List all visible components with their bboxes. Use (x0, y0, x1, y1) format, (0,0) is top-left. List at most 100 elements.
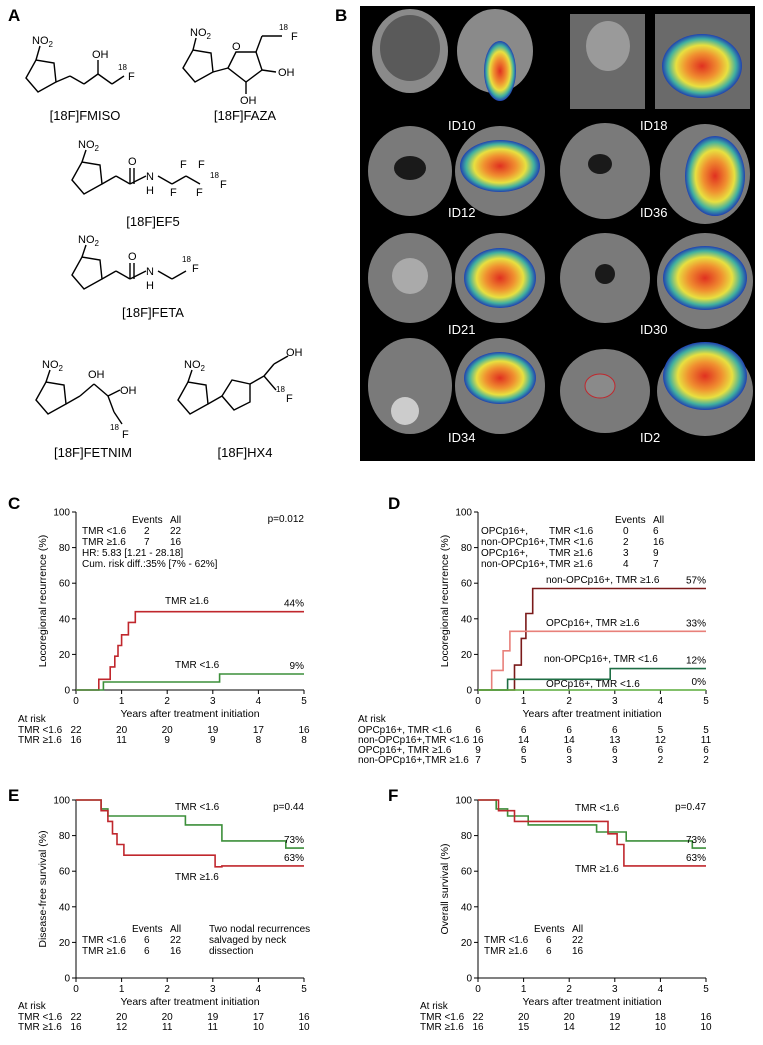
at-risk-value-f: 20 (518, 1012, 530, 1023)
panel-e-letter: E (8, 786, 20, 805)
at-risk-value-f: 10 (700, 1022, 712, 1033)
at-risk-title-c: At risk (18, 714, 47, 725)
at-risk-value-d: 13 (609, 735, 621, 746)
panel-f-letter: F (388, 786, 399, 805)
x-tick-label-c: 4 (256, 696, 262, 707)
all-count-c: 22 (170, 526, 182, 537)
end-value-label-f: 73% (686, 835, 706, 846)
h-label: H (146, 280, 154, 292)
y-axis-label-f: Overall survival (%) (439, 843, 451, 934)
km-curve-c-0 (76, 610, 304, 691)
panel-a-letter: A (8, 6, 21, 25)
imidazole-ring (35, 381, 67, 415)
at-risk-value-c: 8 (256, 735, 262, 746)
y-tick-label-e: 80 (59, 831, 71, 842)
at-risk-value-c: 9 (164, 735, 170, 746)
events-count-d: 0 (623, 526, 629, 537)
oh-label: OH (88, 369, 105, 381)
imidazole-ring (177, 381, 209, 415)
events-row-label-f: TMR <1.6 (484, 935, 529, 946)
events-row-label-e: TMR <1.6 (82, 935, 127, 946)
all-header-c: All (170, 515, 181, 526)
y-tick-label-d: 20 (461, 650, 473, 661)
patient-label-id30: ID30 (640, 322, 668, 337)
end-value-label-e: 63% (284, 853, 304, 864)
at-risk-value-e: 12 (116, 1022, 128, 1033)
compound-name-feta: [18F]FETA (122, 305, 184, 320)
at-risk-value-d: 9 (475, 745, 481, 756)
events-count-e: 6 (144, 946, 150, 957)
o-label: O (128, 251, 137, 263)
x-tick-label-e: 0 (73, 984, 79, 995)
x-tick-label-f: 0 (475, 984, 481, 995)
x-tick-label-c: 2 (164, 696, 170, 707)
at-risk-title-f: At risk (420, 1001, 449, 1012)
at-risk-value-c: 17 (253, 725, 265, 736)
at-risk-value-f: 16 (700, 1012, 712, 1023)
f18-label: 18 (182, 255, 191, 264)
at-risk-label-d: non-OPCp16+,TMR ≥1.6 (358, 755, 469, 766)
y-tick-label-f: 80 (461, 831, 473, 842)
all-count-d: 7 (653, 559, 659, 570)
series-label-f: TMR ≥1.6 (575, 864, 619, 875)
all-header-e: All (170, 924, 181, 935)
x-tick-label-d: 3 (612, 696, 618, 707)
series-label-d: non-OPCp16+, TMR ≥1.6 (546, 575, 660, 586)
x-tick-label-d: 1 (521, 696, 527, 707)
events-row-group-d: OPCp16+, (481, 526, 528, 537)
at-risk-title-e: At risk (18, 1001, 47, 1012)
y-axis-label-e: Disease-free survival (%) (37, 830, 49, 947)
km-curve-c-1 (76, 673, 304, 691)
at-risk-value-d: 6 (475, 725, 481, 736)
all-count-e: 22 (170, 935, 182, 946)
hr-text-c: HR: 5.83 [1.21 - 28.18] (82, 548, 183, 559)
x-tick-label-c: 3 (210, 696, 216, 707)
at-risk-value-f: 10 (655, 1022, 667, 1033)
no2-label: NO2 (190, 27, 212, 41)
end-value-label-d: 12% (686, 656, 706, 667)
compound-name-faza: [18F]FAZA (213, 108, 277, 123)
events-count-c: 2 (144, 526, 150, 537)
at-risk-value-f: 22 (472, 1012, 484, 1023)
km-curve-e-1 (76, 799, 304, 868)
patient-label-id21: ID21 (448, 322, 476, 337)
y-axis-label-c: Locoregional recurrence (%) (37, 535, 49, 667)
oh-label: OH (120, 385, 137, 397)
events-row-group-d: non-OPCp16+, (481, 559, 548, 570)
at-risk-value-e: 11 (208, 1022, 219, 1033)
at-risk-value-d: 3 (612, 755, 618, 766)
compound-name-hx4: [18F]HX4 (217, 445, 273, 460)
at-risk-value-c: 16 (298, 725, 310, 736)
series-label-c: TMR <1.6 (175, 660, 220, 671)
scan-row-4 (368, 338, 753, 436)
at-risk-value-d: 14 (564, 735, 576, 746)
f-label: F (291, 31, 298, 43)
at-risk-value-c: 22 (70, 725, 82, 736)
events-row-group-d: OPCp16+, (481, 548, 528, 559)
at-risk-label-e: TMR ≥1.6 (18, 1022, 62, 1033)
at-risk-value-c: 20 (116, 725, 128, 736)
y-tick-label-c: 20 (59, 650, 71, 661)
at-risk-value-f: 12 (609, 1022, 621, 1033)
y-tick-label-e: 40 (59, 902, 71, 913)
series-label-e: TMR ≥1.6 (175, 872, 219, 883)
y-tick-label-c: 80 (59, 543, 71, 554)
f-label: F (220, 179, 227, 191)
events-count-f: 6 (546, 946, 552, 957)
f-label: F (122, 429, 129, 441)
at-risk-value-d: 5 (658, 725, 664, 736)
hr-text-c: Cum. risk diff.:35% [7% - 62%] (82, 559, 218, 570)
at-risk-title-d: At risk (358, 714, 387, 725)
all-count-d: 9 (653, 548, 659, 559)
at-risk-value-f: 19 (609, 1012, 621, 1023)
events-row-tmr-d: TMR <1.6 (549, 537, 594, 548)
at-risk-value-d: 5 (703, 725, 709, 736)
end-value-label-e: 73% (284, 835, 304, 846)
imidazole-ring (71, 161, 103, 195)
patient-label-id36: ID36 (640, 205, 668, 220)
x-axis-label-d: Years after treatment initiation (522, 708, 661, 720)
note-text-e: dissection (209, 946, 253, 957)
pet-ct-scans (368, 9, 753, 436)
at-risk-value-e: 20 (116, 1012, 128, 1023)
